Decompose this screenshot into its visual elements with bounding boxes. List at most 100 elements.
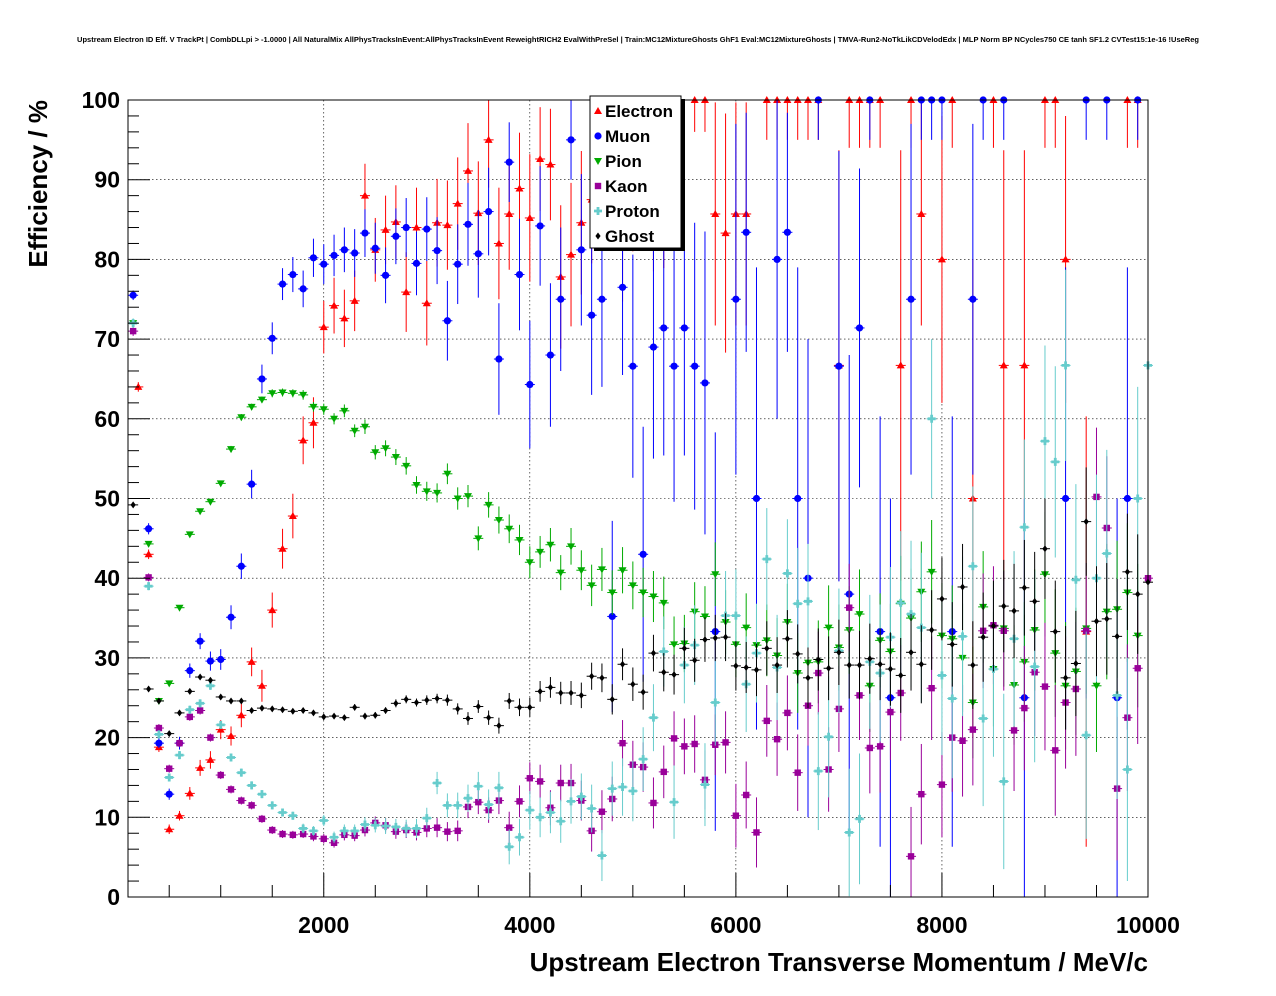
kaon-point (907, 853, 915, 860)
legend-electron-marker (594, 107, 602, 114)
muon-point (145, 525, 153, 533)
chart-title: Upstream Electron ID Eff. V TrackPt | Co… (77, 35, 1199, 44)
x-tick-label: 6000 (710, 912, 761, 938)
pion-point (742, 624, 751, 632)
pion-point (639, 589, 648, 597)
pion-point (597, 566, 606, 574)
ghost-point (558, 689, 564, 697)
proton-point (185, 705, 194, 714)
y-tick-label: 60 (94, 406, 120, 432)
pion-point (319, 406, 328, 414)
pion-point (165, 680, 174, 688)
pion-point (247, 403, 256, 411)
muon-point (505, 158, 513, 166)
proton-point (1102, 549, 1111, 558)
ghost-point (506, 697, 512, 705)
proton-point (464, 794, 472, 803)
proton-point (515, 833, 524, 842)
kaon-point (1052, 747, 1059, 754)
muon-point (402, 223, 410, 232)
ghost-point (434, 695, 440, 703)
electron-point (917, 209, 926, 217)
ghost-point (228, 697, 234, 705)
pion-point (824, 624, 833, 632)
ghost-point (321, 713, 327, 721)
proton-point (762, 555, 771, 564)
ghost-point (259, 704, 265, 712)
muon-point (1123, 494, 1131, 503)
pion-point (474, 535, 483, 543)
electron-point (505, 209, 514, 217)
ghost-point (743, 663, 749, 671)
ghost-point (382, 707, 389, 715)
proton-point (948, 694, 957, 703)
ghost-point (1124, 568, 1130, 576)
ghost-point (372, 711, 378, 719)
electron-point (299, 436, 308, 444)
kaon-point (320, 835, 327, 843)
ghost-point (990, 622, 997, 630)
pion-point (144, 540, 153, 548)
kaon-point (938, 781, 946, 788)
electron-point (350, 296, 359, 304)
pion-point (299, 391, 308, 399)
pion-point (196, 508, 205, 516)
ghost-point (310, 709, 317, 717)
ghost-point (671, 671, 677, 679)
pion-point (505, 525, 514, 533)
pion-point (484, 501, 493, 509)
electron-point (144, 550, 153, 558)
y-tick-label: 90 (94, 167, 120, 193)
pion-point (1092, 682, 1101, 690)
muon-point (732, 295, 740, 303)
muon-point (433, 247, 441, 255)
y-tick-label: 80 (94, 246, 120, 272)
ghost-point (424, 696, 430, 704)
kaon-point (238, 797, 245, 804)
kaon-point (475, 798, 482, 806)
proton-point (505, 842, 514, 851)
proton-point (319, 816, 328, 825)
ghost-point (156, 697, 162, 705)
kaon-point (258, 815, 266, 823)
kaon-point (536, 778, 544, 785)
pion-point (608, 589, 617, 597)
muon-point (155, 739, 163, 747)
kaon-point (506, 824, 513, 831)
ghost-point (352, 703, 358, 711)
kaon-point (742, 791, 750, 799)
ghost-point (1011, 607, 1017, 615)
ghost-point (1073, 659, 1079, 667)
ghost-point (496, 722, 502, 730)
ghost-point (197, 673, 203, 681)
kaon-point (598, 808, 606, 815)
ghost-point (877, 660, 883, 668)
kaon-point (619, 739, 626, 747)
y-tick-label: 40 (94, 565, 120, 591)
muon-point (412, 259, 421, 267)
pion-point (567, 543, 576, 551)
muon-point (907, 295, 915, 303)
electron-point (567, 250, 576, 258)
proton-point (556, 817, 565, 826)
ghost-point (300, 707, 306, 715)
ghost-point (784, 635, 790, 643)
electron-point (196, 763, 205, 771)
proton-point (958, 632, 967, 641)
kaon-point (753, 829, 760, 836)
muon-point (268, 334, 276, 342)
pion-point (185, 531, 194, 539)
muon-point (557, 295, 565, 303)
proton-point (227, 753, 236, 762)
kaon-point (681, 743, 688, 750)
proton-point (597, 851, 606, 860)
pion-point (330, 415, 339, 423)
proton-point (546, 808, 555, 817)
kaon-point (289, 831, 297, 839)
kaon-point (310, 833, 317, 840)
muon-point (165, 790, 173, 798)
y-tick-label: 70 (94, 326, 120, 352)
muon-point (639, 550, 647, 558)
kaon-point (227, 786, 235, 793)
